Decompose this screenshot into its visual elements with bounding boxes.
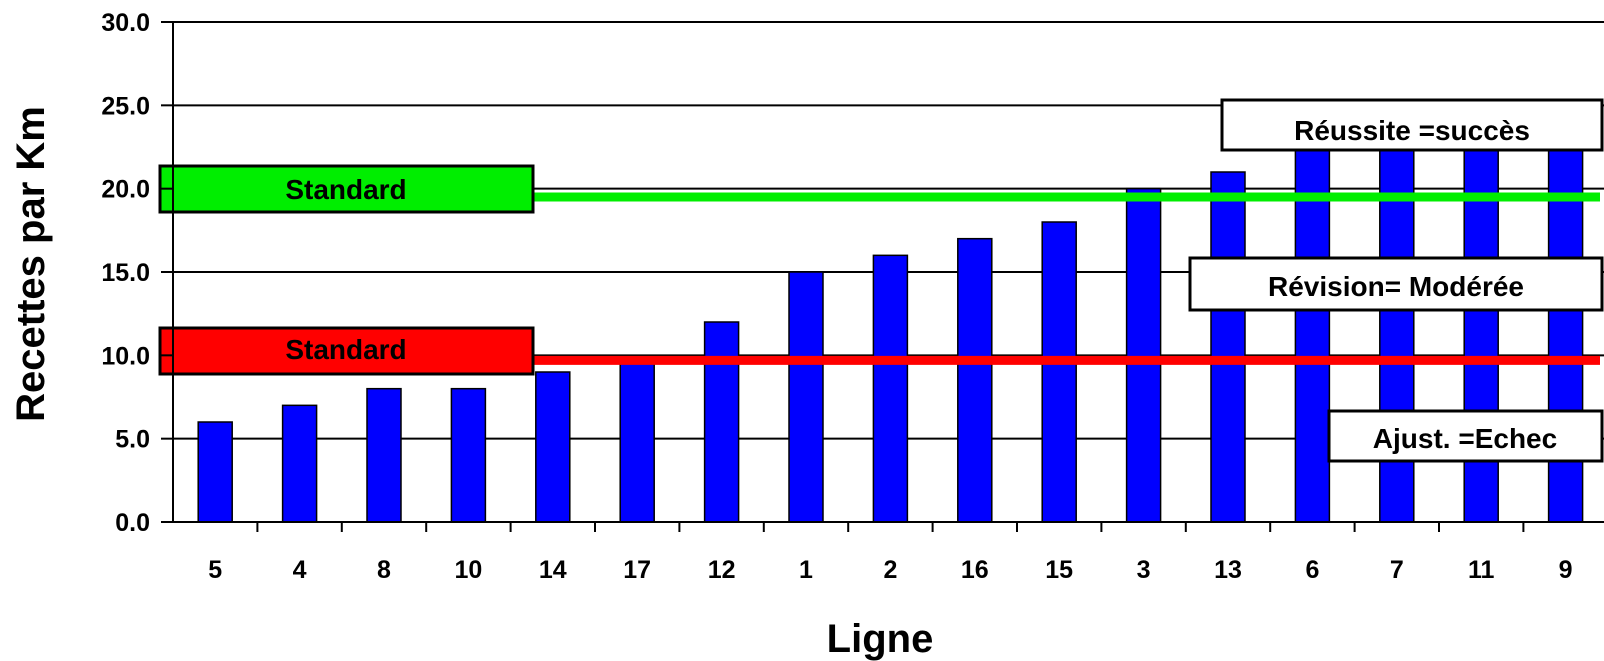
- x-tick-label: 14: [539, 556, 567, 584]
- bar: [197, 421, 233, 523]
- y-tick-labels: 0.0 5.0 10.0 15.0 20.0 25.0 30.0: [101, 9, 173, 537]
- bar: [281, 404, 318, 523]
- y-axis-title: Recettes par Km: [9, 106, 53, 422]
- x-tick-label: 16: [961, 556, 989, 584]
- y-tick-label: 30.0: [101, 9, 150, 37]
- x-tick-label: 3: [1137, 556, 1151, 584]
- x-axis-title: Ligne: [827, 617, 934, 661]
- bars: [197, 137, 1584, 523]
- moderate-annotation: Révision= Modérée: [1268, 271, 1524, 302]
- x-tick-label: 10: [454, 556, 482, 584]
- failure-annotation: Ajust. =Echec: [1373, 423, 1557, 454]
- x-tick-label: 4: [293, 556, 307, 584]
- x-tick-label: 13: [1214, 556, 1242, 584]
- y-tick-label: 0.0: [115, 509, 150, 537]
- bar: [619, 354, 655, 523]
- bar: [1125, 187, 1162, 523]
- bar: [450, 387, 487, 523]
- bar: [872, 254, 909, 523]
- y-tick-label: 20.0: [101, 176, 150, 204]
- bar: [788, 271, 824, 523]
- x-tick-label: 6: [1305, 556, 1319, 584]
- failure-annotation-box: Ajust. =Echec: [1327, 409, 1604, 463]
- x-tick-label: 8: [377, 556, 391, 584]
- bar: [957, 237, 993, 523]
- y-tick-label: 25.0: [101, 92, 150, 120]
- y-tick-label: 15.0: [101, 259, 150, 287]
- x-tick-label: 15: [1045, 556, 1073, 584]
- green-standard-label: Standard: [285, 174, 406, 205]
- x-tick-label: 1: [799, 556, 813, 584]
- y-tick-label: 5.0: [115, 426, 150, 454]
- green-standard-box: Standard: [158, 164, 535, 214]
- bar: [703, 321, 740, 523]
- x-tick-label: 7: [1390, 556, 1404, 584]
- x-tick-labels: 5 4 8 10 14 17 12 1 2 16 15 3 13 6 7 11 9: [208, 522, 1573, 584]
- x-tick-label: 9: [1559, 556, 1573, 584]
- moderate-annotation-box: Révision= Modérée: [1188, 256, 1604, 312]
- red-standard-label: Standard: [285, 334, 406, 365]
- red-standard-box: Standard: [158, 326, 535, 376]
- x-tick-label: 11: [1468, 556, 1495, 584]
- bar: [1294, 137, 1331, 523]
- success-annotation: Réussite =succès: [1294, 115, 1530, 146]
- x-tick-label: 17: [623, 556, 651, 584]
- y-tick-label: 10.0: [101, 342, 150, 370]
- bar: [1210, 171, 1246, 523]
- x-tick-label: 2: [883, 556, 897, 584]
- bar: [535, 371, 571, 523]
- x-tick-label: 12: [708, 556, 736, 584]
- bar: [366, 387, 402, 523]
- success-annotation-box: Réussite =succès: [1220, 98, 1604, 152]
- bar: [1041, 221, 1077, 523]
- x-tick-label: 5: [208, 556, 222, 584]
